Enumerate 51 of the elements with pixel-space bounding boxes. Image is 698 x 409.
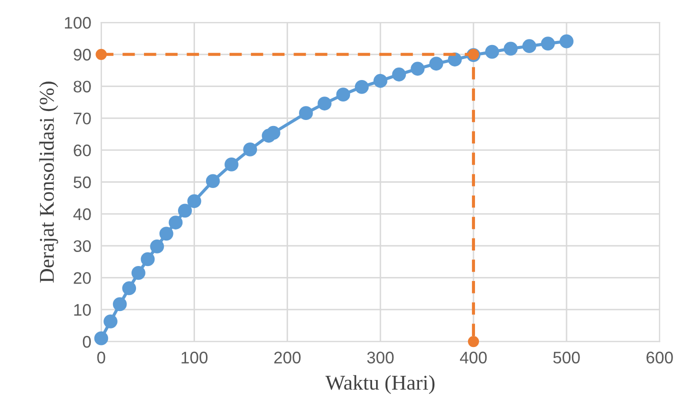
point xyxy=(540,36,555,50)
y-tick-label: 60 xyxy=(74,144,91,156)
point xyxy=(96,48,107,60)
point xyxy=(485,44,500,59)
y-tick-label: 0 xyxy=(82,336,91,348)
point xyxy=(392,68,406,82)
x-axis-title: Waktu (Hari) xyxy=(325,375,434,394)
point xyxy=(122,281,136,296)
y-tick-label: 70 xyxy=(74,112,91,124)
y-tick-label: 10 xyxy=(74,304,91,316)
point xyxy=(112,297,127,312)
point xyxy=(318,96,332,110)
point xyxy=(168,216,183,230)
x-tick-label: 0 xyxy=(97,352,106,364)
point xyxy=(448,52,462,66)
point xyxy=(522,39,536,54)
x-tick-label: 500 xyxy=(553,352,580,364)
point xyxy=(206,174,220,188)
x-tick-label: 200 xyxy=(274,352,301,364)
point xyxy=(187,194,202,208)
y-axis-title: Derajat Konsolidasi (%) xyxy=(39,82,58,283)
y-tick-label: 50 xyxy=(74,176,91,188)
point xyxy=(560,34,574,48)
point xyxy=(429,56,444,71)
point xyxy=(131,266,146,280)
point xyxy=(150,240,164,254)
x-tick-label: 300 xyxy=(367,352,394,364)
point xyxy=(159,226,174,241)
point xyxy=(504,42,518,56)
y-tick-label: 20 xyxy=(74,272,91,284)
point xyxy=(224,158,238,172)
point xyxy=(104,314,118,328)
point xyxy=(266,126,280,140)
point xyxy=(468,336,480,348)
x-tick-label: 400 xyxy=(460,352,487,364)
point xyxy=(178,204,192,218)
point xyxy=(140,252,155,266)
x-tick-label: 600 xyxy=(646,352,673,364)
point xyxy=(243,142,258,156)
x-tick-label: 100 xyxy=(182,352,208,364)
y-tick-label: 30 xyxy=(74,240,91,252)
y-tick-label: 80 xyxy=(74,80,91,92)
point xyxy=(354,80,369,94)
point xyxy=(373,74,388,88)
point xyxy=(410,62,425,76)
point xyxy=(299,106,313,120)
point xyxy=(94,331,108,346)
y-tick-label: 40 xyxy=(73,208,91,220)
point xyxy=(336,88,350,102)
y-tick-label: 90 xyxy=(74,48,91,61)
y-tick-label: 100 xyxy=(64,16,91,29)
